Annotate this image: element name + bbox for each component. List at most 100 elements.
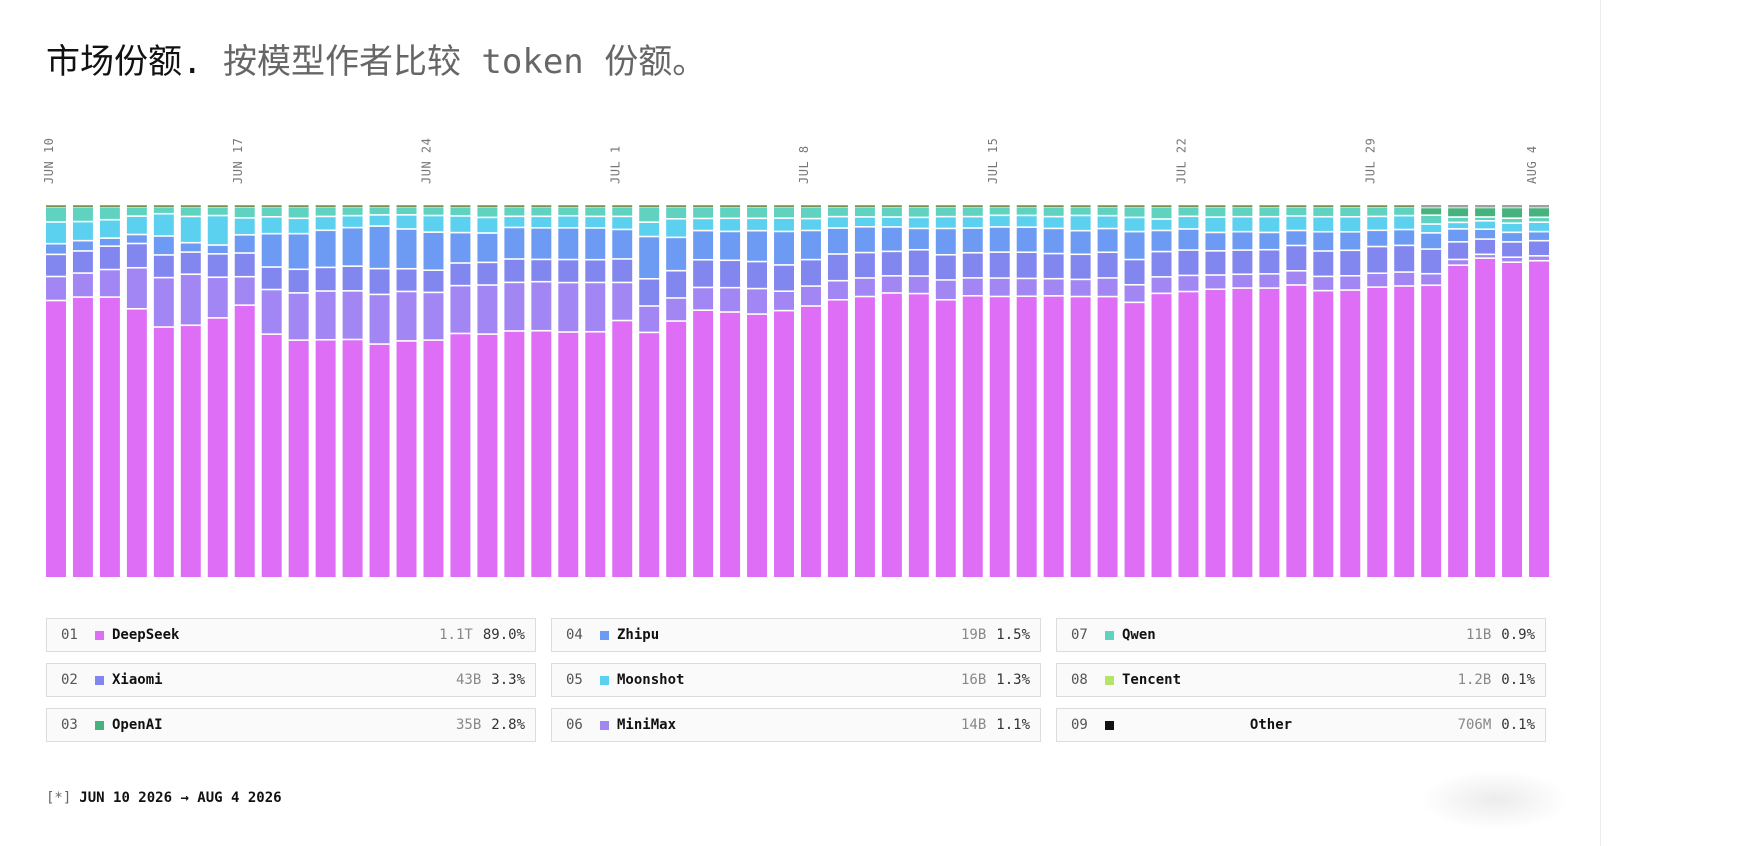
bar-segment-tencent[interactable] (1178, 206, 1199, 208)
bar-segment-moonshot[interactable] (801, 219, 821, 230)
bar-segment-other[interactable] (854, 205, 875, 207)
bar-segment-qwen[interactable] (585, 207, 606, 216)
bar-segment-deepseek[interactable] (854, 297, 875, 577)
bar-segment-moonshot[interactable] (261, 217, 282, 233)
bar-segment-other[interactable] (935, 205, 956, 207)
bar-segment-tencent[interactable] (827, 206, 848, 208)
bar-segment-xiaomi[interactable] (612, 259, 633, 282)
bar-segment-qwen[interactable] (801, 207, 821, 218)
bar-segment-openai[interactable] (1421, 208, 1442, 215)
bar-segment-moonshot[interactable] (935, 217, 956, 228)
bar-segment-minimax[interactable] (261, 290, 282, 334)
bar-segment-qwen[interactable] (1043, 207, 1064, 216)
bar-segment-zhipu[interactable] (1313, 232, 1334, 251)
bar-segment-deepseek[interactable] (450, 334, 471, 577)
bar-segment-moonshot[interactable] (1097, 216, 1118, 228)
bar-segment-qwen[interactable] (1529, 218, 1549, 222)
bar-segment-qwen[interactable] (1367, 207, 1388, 216)
bar-segment-moonshot[interactable] (1367, 217, 1388, 230)
bar-segment-moonshot[interactable] (962, 217, 983, 228)
bar-segment-tencent[interactable] (989, 206, 1010, 208)
bar-segment-zhipu[interactable] (666, 238, 687, 270)
bar-segment-openai[interactable] (1529, 208, 1549, 217)
bar-segment-other[interactable] (1043, 205, 1064, 207)
bar-segment-tencent[interactable] (504, 206, 525, 208)
bar-segment-xiaomi[interactable] (180, 252, 201, 274)
bar-segment-zhipu[interactable] (423, 232, 444, 270)
bar-segment-minimax[interactable] (1178, 276, 1199, 291)
bar-segment-other[interactable] (801, 205, 821, 207)
bar-segment-xiaomi[interactable] (989, 252, 1010, 278)
bar-segment-zhipu[interactable] (180, 243, 201, 252)
bar-segment-qwen[interactable] (962, 207, 983, 216)
bar-segment-moonshot[interactable] (531, 217, 552, 228)
bar-segment-qwen[interactable] (1178, 207, 1199, 216)
bar-segment-qwen[interactable] (854, 207, 875, 217)
bar-segment-tencent[interactable] (126, 206, 147, 208)
bar-segment-moonshot[interactable] (1448, 223, 1469, 229)
bar-segment-xiaomi[interactable] (1151, 252, 1172, 277)
bar-segment-deepseek[interactable] (531, 331, 552, 577)
bar-segment-qwen[interactable] (693, 207, 714, 218)
bar-segment-deepseek[interactable] (558, 332, 579, 577)
bar-segment-tencent[interactable] (1421, 207, 1442, 208)
bar-segment-other[interactable] (261, 205, 282, 207)
bar-segment-deepseek[interactable] (774, 311, 794, 577)
bar-segment-zhipu[interactable] (477, 233, 498, 262)
bar-segment-tencent[interactable] (585, 206, 606, 208)
bar-segment-minimax[interactable] (666, 298, 687, 321)
bar-segment-zhipu[interactable] (1259, 233, 1280, 249)
bar-segment-minimax[interactable] (1313, 277, 1334, 290)
bar-segment-moonshot[interactable] (477, 218, 498, 233)
bar-segment-tencent[interactable] (1340, 206, 1361, 208)
bar-segment-zhipu[interactable] (827, 228, 848, 254)
bar-segment-qwen[interactable] (1394, 207, 1415, 215)
bar-segment-other[interactable] (180, 205, 201, 207)
bar-segment-moonshot[interactable] (315, 217, 336, 230)
bar-segment-xiaomi[interactable] (342, 266, 363, 291)
bar-segment-deepseek[interactable] (1502, 262, 1523, 577)
bar-segment-minimax[interactable] (747, 289, 768, 314)
bar-segment-minimax[interactable] (423, 293, 444, 340)
bar-segment-tencent[interactable] (1475, 207, 1496, 208)
bar-segment-tencent[interactable] (369, 206, 390, 208)
bar-segment-zhipu[interactable] (693, 231, 714, 259)
bar-segment-minimax[interactable] (1124, 285, 1145, 302)
bar-segment-tencent[interactable] (962, 206, 983, 208)
bar-segment-moonshot[interactable] (1178, 217, 1199, 229)
bar-segment-xiaomi[interactable] (1097, 253, 1118, 278)
bar-segment-tencent[interactable] (531, 206, 552, 208)
bar-segment-other[interactable] (908, 205, 929, 207)
bar-segment-moonshot[interactable] (1124, 218, 1145, 231)
bar-segment-zhipu[interactable] (1124, 232, 1145, 259)
bar-segment-qwen[interactable] (666, 207, 687, 219)
bar-segment-qwen[interactable] (774, 207, 794, 218)
bar-segment-qwen[interactable] (1502, 218, 1523, 223)
bar-segment-qwen[interactable] (1016, 207, 1037, 215)
bar-segment-zhipu[interactable] (1205, 233, 1226, 251)
bar-segment-qwen[interactable] (1448, 217, 1469, 222)
bar-segment-other[interactable] (234, 205, 255, 207)
bar-segment-zhipu[interactable] (1475, 229, 1496, 239)
bar-segment-zhipu[interactable] (288, 234, 309, 269)
bar-segment-zhipu[interactable] (1232, 232, 1253, 250)
bar-segment-other[interactable] (99, 205, 120, 207)
bar-segment-moonshot[interactable] (288, 219, 309, 233)
bar-segment-deepseek[interactable] (1178, 292, 1199, 577)
bar-segment-qwen[interactable] (720, 207, 741, 218)
bar-segment-xiaomi[interactable] (827, 254, 848, 280)
bar-segment-xiaomi[interactable] (693, 260, 714, 287)
bar-segment-zhipu[interactable] (558, 228, 579, 259)
bar-segment-other[interactable] (315, 205, 336, 207)
bar-segment-zhipu[interactable] (639, 237, 660, 278)
bar-segment-qwen[interactable] (234, 207, 255, 218)
bar-segment-openai[interactable] (1502, 208, 1523, 218)
bar-segment-moonshot[interactable] (153, 214, 174, 236)
bar-segment-minimax[interactable] (935, 280, 956, 299)
bar-segment-xiaomi[interactable] (1475, 239, 1496, 254)
bar-segment-zhipu[interactable] (1502, 233, 1523, 242)
bar-segment-minimax[interactable] (881, 276, 902, 293)
bar-segment-tencent[interactable] (693, 206, 714, 208)
bar-segment-zhipu[interactable] (1367, 231, 1388, 246)
bar-segment-deepseek[interactable] (1259, 288, 1280, 577)
